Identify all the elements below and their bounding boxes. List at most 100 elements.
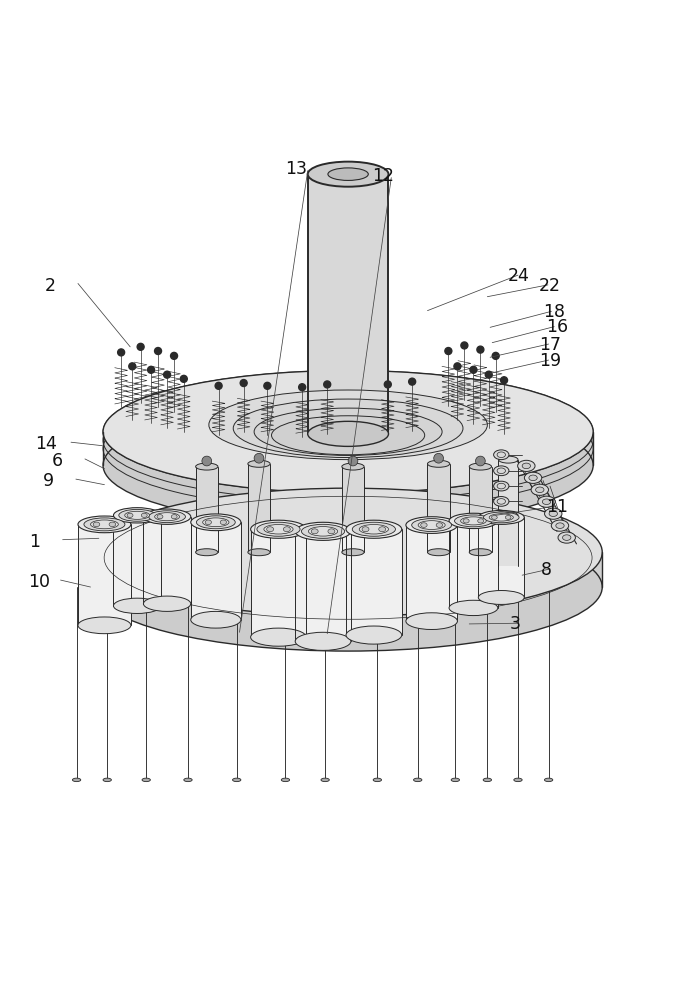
Ellipse shape (113, 598, 161, 613)
Ellipse shape (78, 516, 131, 533)
Ellipse shape (321, 778, 329, 782)
Ellipse shape (491, 515, 497, 519)
Ellipse shape (103, 371, 593, 493)
Ellipse shape (251, 520, 306, 538)
Ellipse shape (109, 522, 115, 527)
Ellipse shape (191, 611, 241, 628)
Ellipse shape (505, 515, 511, 519)
Ellipse shape (524, 472, 542, 483)
Ellipse shape (454, 515, 492, 527)
Ellipse shape (266, 527, 273, 532)
Ellipse shape (342, 463, 364, 470)
Ellipse shape (461, 517, 487, 525)
Ellipse shape (91, 520, 118, 529)
FancyBboxPatch shape (113, 515, 161, 606)
Ellipse shape (493, 466, 509, 476)
Circle shape (137, 343, 144, 350)
Circle shape (461, 342, 468, 349)
FancyBboxPatch shape (346, 529, 402, 635)
Ellipse shape (141, 513, 147, 517)
Ellipse shape (271, 416, 425, 455)
Circle shape (475, 456, 485, 466)
Circle shape (409, 378, 416, 385)
Ellipse shape (531, 484, 549, 495)
FancyBboxPatch shape (498, 460, 518, 515)
Text: 13: 13 (285, 160, 308, 178)
FancyBboxPatch shape (478, 517, 524, 597)
Ellipse shape (84, 518, 125, 531)
Circle shape (500, 377, 507, 384)
Ellipse shape (493, 512, 509, 522)
Circle shape (154, 348, 161, 354)
Ellipse shape (418, 521, 445, 529)
FancyBboxPatch shape (94, 552, 603, 587)
Ellipse shape (206, 520, 211, 525)
Ellipse shape (493, 481, 509, 491)
Circle shape (117, 349, 124, 356)
Ellipse shape (493, 497, 509, 506)
Ellipse shape (498, 456, 518, 463)
Text: 8: 8 (541, 561, 552, 579)
Ellipse shape (113, 508, 161, 523)
Circle shape (147, 366, 154, 373)
Ellipse shape (449, 513, 498, 529)
Circle shape (240, 380, 247, 387)
FancyBboxPatch shape (342, 467, 364, 552)
Ellipse shape (414, 778, 422, 782)
Text: 11: 11 (546, 498, 568, 516)
Circle shape (434, 453, 443, 463)
Ellipse shape (406, 613, 457, 629)
Ellipse shape (436, 523, 442, 527)
Ellipse shape (196, 463, 218, 470)
Ellipse shape (328, 529, 335, 534)
Ellipse shape (379, 527, 386, 532)
Circle shape (254, 453, 264, 463)
Ellipse shape (493, 450, 509, 460)
Ellipse shape (251, 628, 306, 646)
FancyBboxPatch shape (406, 525, 457, 621)
Circle shape (485, 371, 492, 378)
Ellipse shape (149, 511, 185, 523)
Ellipse shape (451, 778, 459, 782)
Ellipse shape (478, 510, 524, 524)
Ellipse shape (233, 399, 463, 458)
Ellipse shape (143, 509, 191, 524)
Ellipse shape (295, 522, 351, 540)
Ellipse shape (552, 520, 569, 531)
FancyBboxPatch shape (251, 529, 306, 637)
Ellipse shape (489, 514, 513, 521)
Ellipse shape (478, 591, 524, 604)
Ellipse shape (94, 523, 603, 651)
FancyBboxPatch shape (295, 531, 351, 641)
Ellipse shape (529, 475, 538, 481)
Ellipse shape (220, 520, 226, 525)
Ellipse shape (412, 519, 452, 532)
Ellipse shape (362, 527, 369, 532)
Circle shape (492, 352, 499, 359)
Ellipse shape (196, 549, 218, 556)
Ellipse shape (469, 549, 491, 556)
Circle shape (324, 381, 331, 388)
Ellipse shape (124, 511, 150, 519)
Ellipse shape (563, 535, 571, 540)
Ellipse shape (248, 460, 270, 467)
Text: 12: 12 (372, 167, 394, 185)
Ellipse shape (143, 596, 191, 611)
Ellipse shape (154, 513, 180, 521)
Ellipse shape (103, 404, 593, 526)
Ellipse shape (449, 600, 498, 616)
Ellipse shape (94, 488, 603, 616)
Ellipse shape (264, 524, 293, 534)
Text: 6: 6 (52, 452, 63, 470)
Ellipse shape (342, 549, 364, 556)
Ellipse shape (518, 460, 535, 471)
Text: 22: 22 (539, 277, 561, 295)
Ellipse shape (549, 511, 557, 516)
FancyBboxPatch shape (449, 521, 498, 608)
FancyBboxPatch shape (469, 467, 491, 552)
Ellipse shape (203, 518, 229, 527)
Text: 1: 1 (29, 533, 41, 551)
Text: 2: 2 (45, 277, 55, 295)
Circle shape (129, 363, 136, 370)
Ellipse shape (463, 519, 469, 523)
